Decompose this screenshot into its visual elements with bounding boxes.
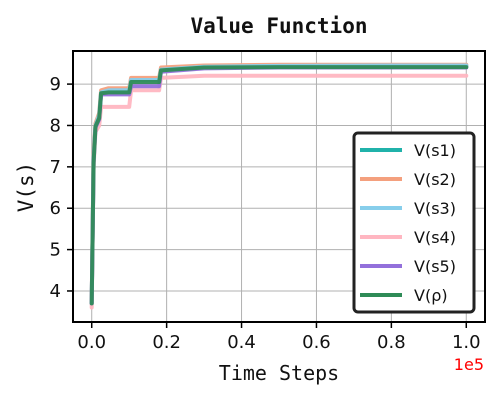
y-tick-label: 5 <box>50 240 61 261</box>
legend: V(s1) V(s2) V(s3) V(s4) V(s5) V(ρ) <box>352 131 476 314</box>
y-axis-label: V(s) <box>14 162 38 213</box>
x-tick-label: 0.8 <box>377 332 406 353</box>
legend-label: V(s5) <box>414 257 456 276</box>
legend-label: V(ρ) <box>414 286 448 305</box>
chart-title: Value Function <box>190 14 367 38</box>
x-tick-label: 0.6 <box>302 332 331 353</box>
y-tick-label: 4 <box>50 281 61 302</box>
series-line-6 <box>89 65 469 306</box>
series-lines <box>89 62 469 310</box>
legend-label: V(s3) <box>414 199 456 218</box>
legend-label: V(s1) <box>414 141 456 160</box>
x-tick-label: 0.0 <box>77 332 106 353</box>
y-tick-label: 8 <box>50 115 61 136</box>
x-axis: 0.0 0.2 0.4 0.6 0.8 1.0 <box>77 322 481 353</box>
y-tick-label: 7 <box>50 157 61 178</box>
y-axis: 4 5 6 7 8 9 <box>50 74 73 302</box>
x-tick-label: 0.4 <box>227 332 256 353</box>
plot-frame <box>72 50 486 323</box>
y-tick-label: 6 <box>50 198 61 219</box>
x-axis-label: Time Steps <box>219 361 339 385</box>
x-scale-label: 1e5 <box>454 355 484 374</box>
y-tick-label: 9 <box>50 74 61 95</box>
legend-label: V(s2) <box>414 170 456 189</box>
legend-label: V(s4) <box>414 228 456 247</box>
x-tick-label: 1.0 <box>452 332 481 353</box>
x-tick-label: 0.2 <box>152 332 181 353</box>
